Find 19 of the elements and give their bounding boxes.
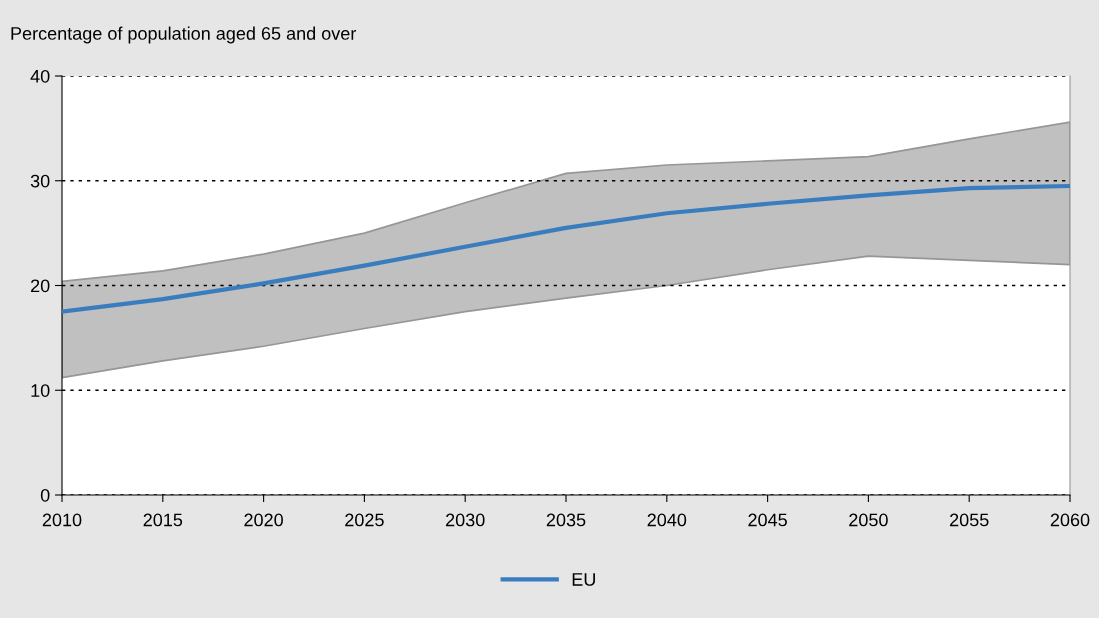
legend-label: EU [572,573,595,586]
x-tick-label: 2030 [446,513,485,527]
x-tick-label: 2020 [244,513,283,527]
x-tick-label: 2025 [345,513,384,527]
y-tick-label: 10 [31,384,50,397]
x-tick-label: 2055 [950,513,989,527]
x-tick-label: 2050 [849,513,888,527]
x-tick-label: 2015 [143,513,183,527]
y-tick-label: 20 [31,279,50,293]
y-tick-label: 0 [40,488,50,502]
x-tick-label: 2060 [1050,513,1090,527]
x-tick-label: 2045 [748,513,787,527]
x-tick-label: 2035 [546,513,586,527]
line-series [62,183,1070,314]
x-tick-label: 2040 [647,513,687,527]
x-tick-label: 2010 [42,513,82,527]
y-axis-title: Percentage of population aged 65 and over [11,26,357,44]
y-tick-label: 30 [30,174,50,188]
y-tick-label: 40 [30,69,50,83]
